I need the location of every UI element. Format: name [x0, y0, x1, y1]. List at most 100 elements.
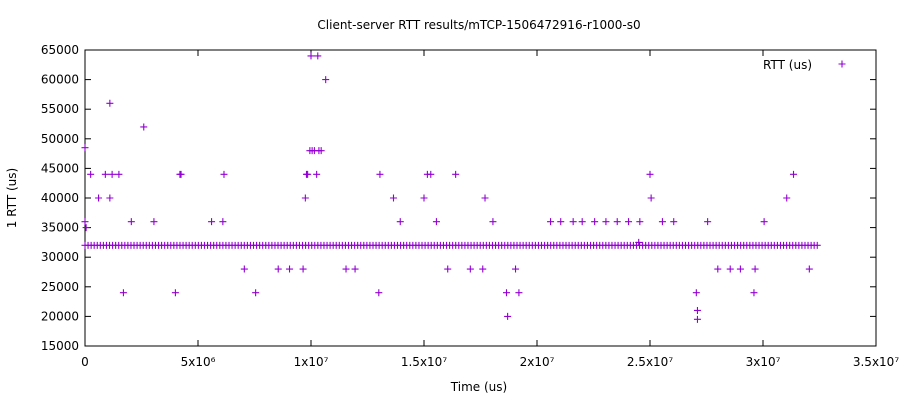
- data-point: [736, 265, 744, 273]
- data-point: [805, 265, 813, 273]
- data-point: [119, 289, 127, 297]
- data-point: [375, 289, 383, 297]
- data-point: [693, 315, 701, 323]
- y-axis-label: 1 RTT (us): [5, 168, 19, 228]
- y-tick-label-1: 20000: [41, 309, 79, 323]
- data-point: [658, 218, 666, 226]
- data-point: [432, 218, 440, 226]
- data-point: [396, 218, 404, 226]
- data-point: [389, 194, 397, 202]
- data-point: [95, 194, 103, 202]
- data-point: [342, 265, 350, 273]
- y-axis: 15000 20000 25000 30000 35000 40000 45000 50000…: [41, 43, 876, 353]
- data-point: [790, 170, 798, 178]
- data-point: [504, 312, 512, 320]
- data-point: [515, 289, 523, 297]
- data-point: [322, 76, 330, 84]
- data-point: [101, 170, 109, 178]
- data-point: [81, 218, 89, 226]
- y-tick-label-0: 15000: [41, 339, 79, 353]
- y-tick-label-9: 60000: [41, 73, 79, 87]
- data-point: [489, 218, 497, 226]
- data-point: [636, 218, 644, 226]
- data-point: [452, 170, 460, 178]
- data-point: [87, 170, 95, 178]
- data-point: [578, 218, 586, 226]
- data-point: [512, 265, 520, 273]
- chart-title: Client-server RTT results/mTCP-150647291…: [317, 18, 640, 32]
- data-point: [444, 265, 452, 273]
- y-tick-label-7: 50000: [41, 132, 79, 146]
- data-point: [602, 218, 610, 226]
- data-point: [750, 289, 758, 297]
- x-axis: 0 5x10⁶ 1x10⁷ 1.5x10⁷ 2x10⁷ 2.5x10⁷ 3x10⁷ 3.5x1…: [81, 50, 899, 369]
- data-point: [647, 194, 655, 202]
- data-point: [751, 265, 759, 273]
- data-point: [171, 289, 179, 297]
- data-point: [557, 218, 565, 226]
- data-point: [208, 218, 216, 226]
- data-point: [466, 265, 474, 273]
- data-point: [479, 265, 487, 273]
- data-point: [692, 289, 700, 297]
- data-point: [317, 147, 325, 155]
- x-tick-label-7: 3.5x10⁷: [853, 355, 899, 369]
- x-axis-label: Time (us): [450, 380, 507, 394]
- data-point: [704, 218, 712, 226]
- data-point: [314, 52, 322, 60]
- data-point: [106, 99, 114, 107]
- data-point: [307, 52, 315, 60]
- data-point: [252, 289, 260, 297]
- x-tick-label-5: 2.5x10⁷: [627, 355, 673, 369]
- x-tick-label-2: 1x10⁷: [294, 355, 329, 369]
- data-point: [115, 170, 123, 178]
- legend: RTT (us): [763, 58, 846, 72]
- data-point: [274, 265, 282, 273]
- data-point: [240, 265, 248, 273]
- y-tick-label-6: 45000: [41, 161, 79, 175]
- y-tick-label-3: 30000: [41, 250, 79, 264]
- data-point: [140, 123, 148, 131]
- data-point: [783, 194, 791, 202]
- data-point: [625, 218, 633, 226]
- x-tick-label-6: 3x10⁷: [746, 355, 781, 369]
- data-point: [299, 265, 307, 273]
- data-point: [301, 194, 309, 202]
- data-point: [106, 194, 114, 202]
- data-point-baseline: [813, 241, 821, 249]
- data-point: [714, 265, 722, 273]
- data-point: [547, 218, 555, 226]
- plot-area-frame: [84, 49, 877, 347]
- data-point: [304, 170, 312, 178]
- data-point: [569, 218, 577, 226]
- y-tick-label-8: 55000: [41, 102, 79, 116]
- data-point: [502, 289, 510, 297]
- y-tick-label-4: 35000: [41, 221, 79, 235]
- data-point: [108, 170, 116, 178]
- data-point: [646, 170, 654, 178]
- data-point: [591, 218, 599, 226]
- legend-marker-rtt: [838, 60, 846, 68]
- data-point: [760, 218, 768, 226]
- data-point: [82, 224, 90, 232]
- data-point: [219, 218, 227, 226]
- x-tick-label-3: 1.5x10⁷: [401, 355, 447, 369]
- data-point: [313, 170, 321, 178]
- data-point: [376, 170, 384, 178]
- data-point: [177, 170, 185, 178]
- legend-plus-icon: [838, 60, 846, 68]
- x-tick-label-4: 2x10⁷: [520, 355, 555, 369]
- x-tick-label-1: 5x10⁶: [181, 355, 216, 369]
- data-point: [220, 170, 228, 178]
- data-point: [726, 265, 734, 273]
- data-point: [670, 218, 678, 226]
- data-point: [127, 218, 135, 226]
- data-point: [286, 265, 294, 273]
- legend-label-rtt: RTT (us): [763, 58, 812, 72]
- data-point: [81, 144, 89, 152]
- data-point: [150, 218, 158, 226]
- data-point: [351, 265, 359, 273]
- y-tick-label-2: 25000: [41, 280, 79, 294]
- y-tick-label-10: 65000: [41, 43, 79, 57]
